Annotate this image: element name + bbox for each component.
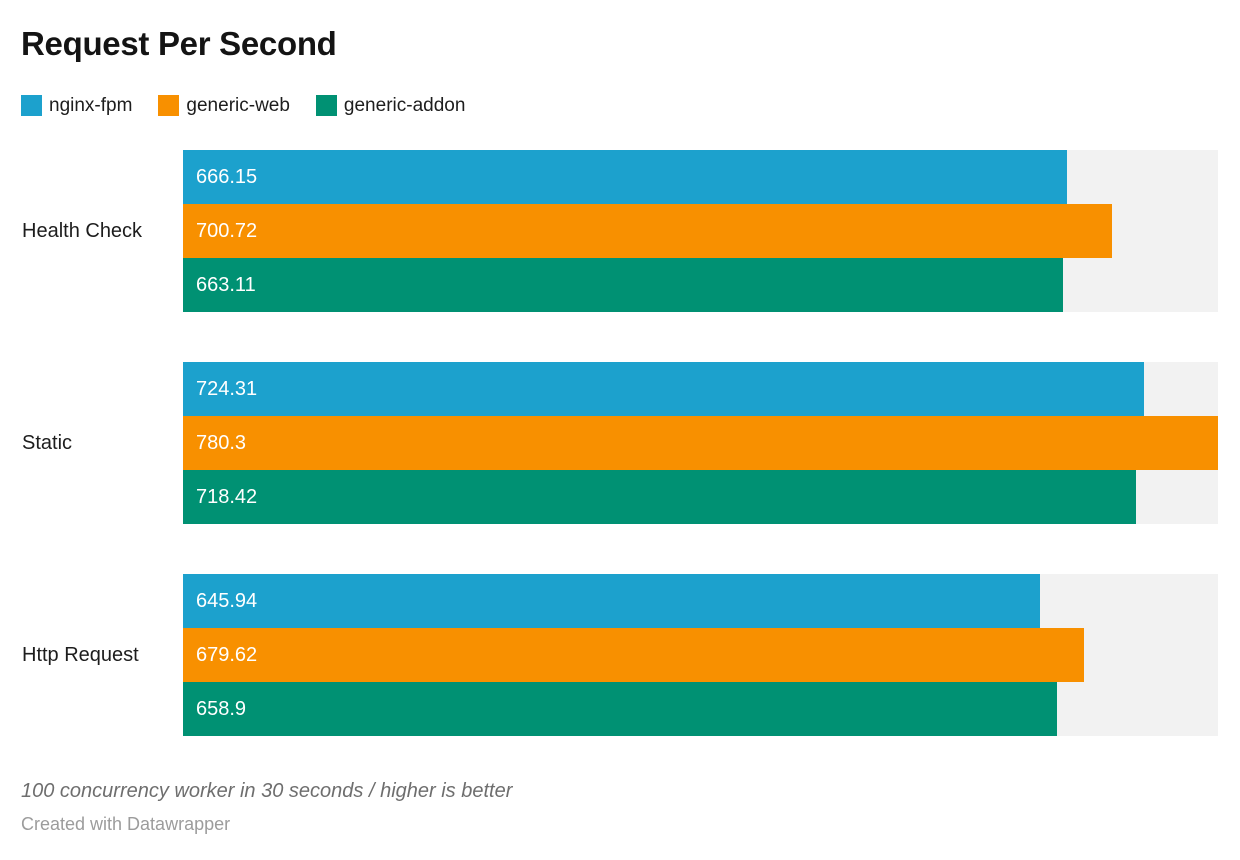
bar-group-static: Static 724.31 780.3 718.42 — [0, 362, 1240, 524]
legend-item-generic-addon: generic-addon — [315, 94, 466, 117]
bar-value-label: 666.15 — [196, 165, 258, 188]
bar-generic-addon: 663.11 — [183, 258, 1063, 312]
legend: nginx-fpm generic-web generic-addon — [21, 95, 1240, 116]
bar-generic-web: 679.62 — [183, 628, 1085, 682]
bar-value-label: 724.31 — [196, 377, 258, 400]
legend-swatch-icon — [158, 95, 180, 116]
category-label: Health Check — [22, 219, 143, 242]
bar-generic-addon: 718.42 — [183, 470, 1136, 524]
bar-track: 724.31 780.3 718.42 — [183, 362, 1218, 524]
bar-track: 645.94 679.62 658.9 — [183, 574, 1218, 736]
datawrapper-credit[interactable]: Created with Datawrapper — [21, 814, 231, 834]
bar-group-health-check: Health Check 666.15 700.72 663.11 — [0, 150, 1240, 312]
chart-title: Request Per Second — [21, 25, 337, 62]
legend-swatch-icon — [315, 95, 337, 116]
bar-value-label: 780.3 — [196, 431, 247, 454]
bar-value-label: 679.62 — [196, 643, 258, 666]
legend-label: generic-addon — [343, 94, 466, 116]
bar-nginx-fpm: 724.31 — [183, 362, 1144, 416]
bar-chart: Health Check 666.15 700.72 663.11 Static 724.… — [0, 150, 1240, 736]
bar-value-label: 718.42 — [196, 485, 258, 508]
category-label: Static — [22, 431, 73, 454]
legend-label: generic-web — [186, 94, 290, 116]
bar-nginx-fpm: 666.15 — [183, 150, 1067, 204]
bar-generic-addon: 658.9 — [183, 682, 1057, 736]
bar-nginx-fpm: 645.94 — [183, 574, 1040, 628]
bar-value-label: 658.9 — [196, 697, 247, 720]
bar-track: 666.15 700.72 663.11 — [183, 150, 1218, 312]
bar-generic-web: 700.72 — [183, 204, 1113, 258]
bar-group-http-request: Http Request 645.94 679.62 658.9 — [0, 574, 1240, 736]
bar-value-label: 663.11 — [196, 273, 256, 296]
legend-item-generic-web: generic-web — [158, 95, 290, 117]
legend-swatch-icon — [21, 95, 42, 116]
chart-note: 100 concurrency worker in 30 seconds / h… — [21, 780, 513, 802]
category-label: Http Request — [22, 643, 139, 666]
bar-value-label: 645.94 — [196, 589, 258, 612]
legend-item-nginx-fpm: nginx-fpm — [21, 95, 132, 117]
bar-generic-web: 780.3 — [183, 416, 1218, 470]
legend-label: nginx-fpm — [49, 94, 133, 116]
bar-value-label: 700.72 — [196, 219, 258, 242]
